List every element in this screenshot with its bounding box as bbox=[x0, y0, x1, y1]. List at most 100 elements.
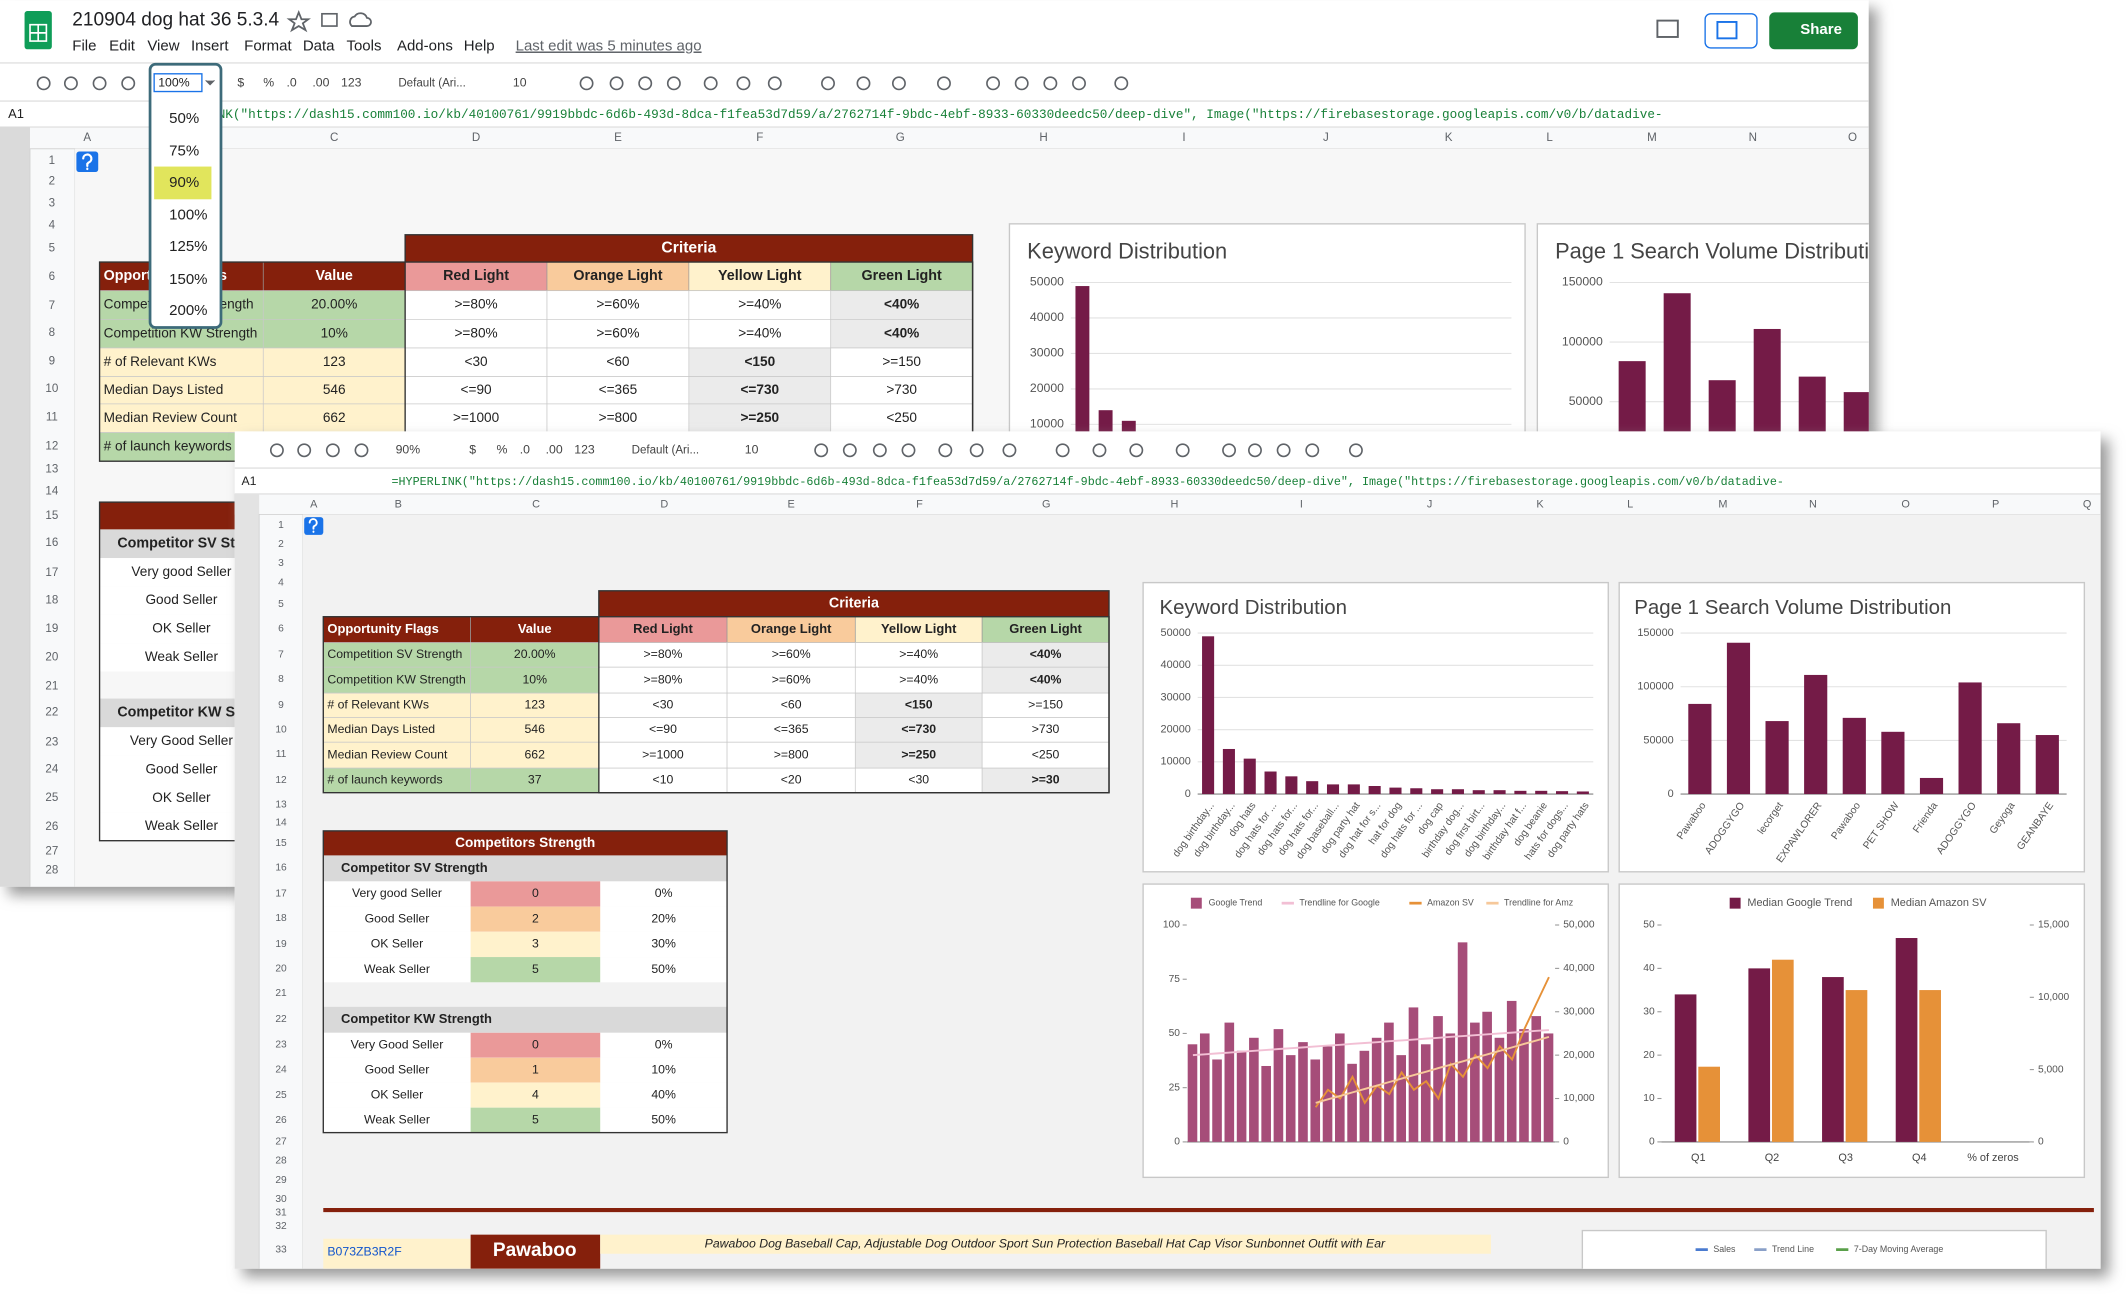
legend-label: Median Amazon SV bbox=[1891, 897, 1988, 909]
toolbar-icon[interactable] bbox=[901, 443, 916, 458]
toolbar-icon[interactable] bbox=[1175, 443, 1190, 458]
zoom-option[interactable]: 125% bbox=[169, 238, 207, 255]
menu-item[interactable]: Edit bbox=[109, 37, 136, 54]
help-icon[interactable] bbox=[76, 151, 99, 173]
cell-text: OK Seller bbox=[152, 621, 211, 636]
star-icon[interactable] bbox=[286, 10, 311, 33]
toolbar-icon[interactable] bbox=[856, 76, 871, 91]
toolbar-icon[interactable] bbox=[1072, 76, 1086, 91]
cell-text: Median Days Listed bbox=[327, 722, 435, 736]
toolbar-percent[interactable]: % bbox=[497, 443, 508, 457]
toolbar-icon[interactable] bbox=[1114, 76, 1129, 91]
formula-text[interactable]: =HYPERLINK("https://dash15.comm100.io/kb… bbox=[391, 475, 1783, 489]
toolbar-icon[interactable] bbox=[872, 443, 887, 458]
toolbar-icon[interactable] bbox=[1129, 443, 1144, 458]
toolbar-currency[interactable]: $ bbox=[469, 443, 476, 457]
toolbar-icon[interactable] bbox=[1276, 443, 1291, 458]
toolbar-icon[interactable] bbox=[609, 76, 624, 91]
formula-text[interactable]: =HYPERLINK("https://dash15.comm100.io/kb… bbox=[157, 107, 1663, 122]
toolbar-font[interactable]: Default (Ari... bbox=[632, 444, 700, 456]
toolbar-icon[interactable] bbox=[92, 76, 107, 91]
toolbar-icon[interactable] bbox=[891, 76, 906, 91]
asin-link[interactable]: B073ZB3R2F bbox=[327, 1245, 401, 1259]
menu-item[interactable]: Tools bbox=[346, 37, 381, 54]
y-tick-label: 50 bbox=[1643, 920, 1655, 931]
toolbar-icon[interactable] bbox=[1043, 76, 1058, 91]
toolbar-font-size[interactable]: 10 bbox=[513, 76, 527, 90]
toolbar-percent[interactable]: % bbox=[263, 76, 274, 90]
zoom-value[interactable]: 100% bbox=[158, 76, 189, 90]
zoom-input[interactable] bbox=[153, 73, 203, 93]
toolbar-icon[interactable] bbox=[1348, 443, 1363, 458]
zoom-option[interactable]: 50% bbox=[169, 110, 199, 127]
share-label[interactable]: Share bbox=[1800, 21, 1842, 38]
toolbar-format[interactable]: 123 bbox=[574, 443, 595, 457]
toolbar-dec-less[interactable]: .0 bbox=[520, 443, 530, 457]
toolbar-icon[interactable] bbox=[1055, 443, 1070, 458]
menu-item[interactable]: Help bbox=[464, 37, 495, 54]
toolbar-dec-more[interactable]: .00 bbox=[312, 76, 329, 90]
toolbar-icon[interactable] bbox=[703, 76, 718, 91]
toolbar-icon[interactable] bbox=[938, 443, 953, 458]
row-number: 5 bbox=[278, 599, 284, 610]
toolbar-icon[interactable] bbox=[1305, 443, 1320, 458]
toolbar-icon[interactable] bbox=[969, 443, 984, 458]
zoom-select[interactable]: 90% bbox=[396, 443, 421, 457]
toolbar-format[interactable]: 123 bbox=[341, 76, 362, 90]
toolbar-icon[interactable] bbox=[1092, 443, 1107, 458]
toolbar-icon[interactable] bbox=[1014, 76, 1029, 91]
menu-item[interactable]: File bbox=[72, 37, 96, 54]
column-letter: C bbox=[330, 132, 338, 144]
present-button[interactable] bbox=[1704, 13, 1758, 49]
cell-text: >=30 bbox=[1032, 773, 1060, 787]
move-icon[interactable] bbox=[321, 12, 338, 27]
toolbar-icon[interactable] bbox=[986, 76, 1001, 91]
toolbar-icon[interactable] bbox=[297, 443, 312, 458]
toolbar-icon[interactable] bbox=[842, 443, 857, 458]
toolbar-icon[interactable] bbox=[821, 76, 835, 91]
toolbar-icon[interactable] bbox=[63, 76, 78, 91]
cell-text: 4 bbox=[532, 1087, 539, 1101]
toolbar-dec-less[interactable]: .0 bbox=[286, 76, 296, 90]
toolbar-icon[interactable] bbox=[325, 443, 340, 458]
toolbar-icon[interactable] bbox=[638, 76, 653, 91]
zoom-option[interactable]: 150% bbox=[169, 271, 207, 288]
toolbar-icon[interactable] bbox=[937, 76, 951, 91]
y-tick-label: 20 bbox=[1643, 1050, 1655, 1061]
menu-item[interactable]: Add-ons bbox=[397, 37, 453, 54]
comments-icon[interactable] bbox=[1656, 19, 1679, 38]
share-button[interactable] bbox=[1769, 12, 1858, 50]
toolbar-icon[interactable] bbox=[579, 76, 594, 91]
toolbar-dec-more[interactable]: .00 bbox=[546, 443, 563, 457]
toolbar-icon[interactable] bbox=[121, 76, 136, 91]
toolbar-icon[interactable] bbox=[1248, 443, 1262, 458]
toolbar-icon[interactable] bbox=[666, 76, 681, 91]
toolbar-icon[interactable] bbox=[814, 443, 829, 458]
menu-item[interactable]: Format bbox=[244, 37, 292, 54]
menu-item[interactable]: Insert bbox=[191, 37, 229, 54]
legend-label: Trendline for Google bbox=[1299, 898, 1380, 908]
name-box[interactable]: A1 bbox=[8, 106, 24, 121]
zoom-option[interactable]: 100% bbox=[169, 207, 207, 224]
document-title[interactable]: 210904 dog hat 36 5.3.4 bbox=[72, 10, 279, 31]
toolbar-font-size[interactable]: 10 bbox=[745, 443, 759, 457]
toolbar-icon[interactable] bbox=[354, 443, 369, 458]
toolbar-icon[interactable] bbox=[269, 443, 284, 458]
zoom-option[interactable]: 90% bbox=[169, 174, 199, 191]
toolbar-icon[interactable] bbox=[1002, 443, 1017, 458]
toolbar-icon[interactable] bbox=[1222, 443, 1237, 458]
menu-item[interactable]: Data bbox=[303, 37, 335, 54]
row-number: 7 bbox=[278, 650, 284, 661]
last-edit-link[interactable]: Last edit was 5 minutes ago bbox=[516, 37, 702, 54]
menu-item[interactable]: View bbox=[147, 37, 179, 54]
zoom-option[interactable]: 75% bbox=[169, 143, 199, 160]
toolbar-currency[interactable]: $ bbox=[237, 76, 244, 90]
row-number: 19 bbox=[275, 939, 287, 950]
bar bbox=[1881, 731, 1905, 795]
toolbar-font[interactable]: Default (Ari... bbox=[398, 77, 466, 89]
name-box[interactable]: A1 bbox=[241, 474, 256, 488]
zoom-option[interactable]: 200% bbox=[169, 302, 207, 319]
toolbar-icon[interactable] bbox=[767, 76, 782, 91]
toolbar-icon[interactable] bbox=[36, 76, 51, 91]
toolbar-icon[interactable] bbox=[736, 76, 751, 91]
